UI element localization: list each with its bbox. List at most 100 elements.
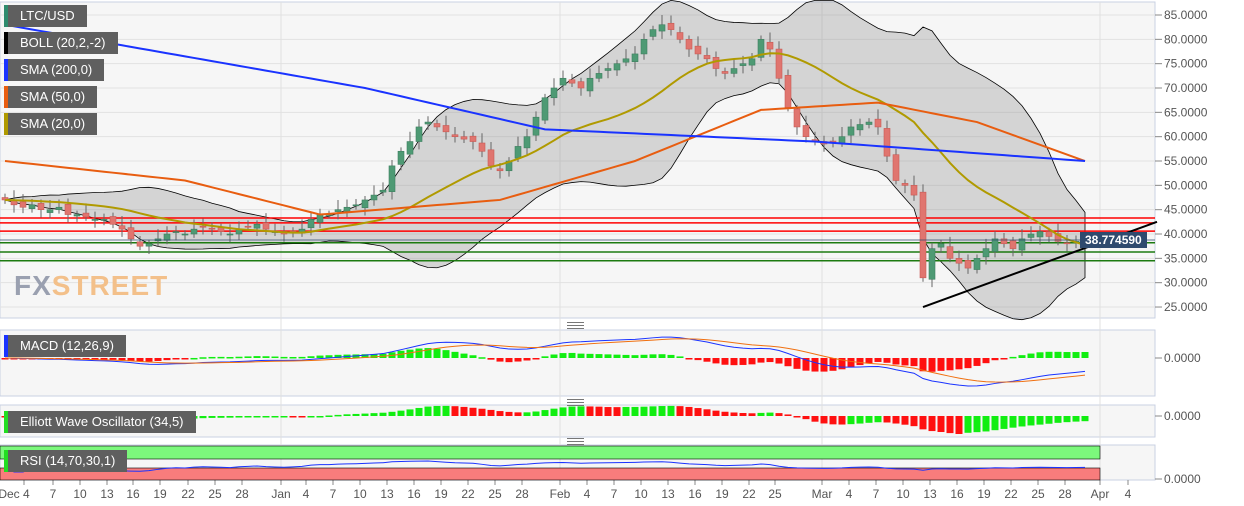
x-tick-label: Mar [812, 487, 833, 501]
candle-up [991, 238, 999, 252]
candle-down [667, 22, 675, 30]
legend-ewo[interactable]: Elliott Wave Oscillator (34,5) [4, 411, 196, 433]
macd-histogram-bar [559, 353, 567, 358]
macd-histogram-bar [802, 358, 810, 371]
candle-down [1063, 242, 1071, 245]
sma20-line [4, 52, 1086, 246]
macd-histogram-bar [838, 358, 846, 370]
candle-up [163, 233, 171, 241]
candle-up [91, 219, 99, 221]
candle-down [802, 125, 810, 137]
ewo-histogram-bar [874, 416, 882, 423]
ewo-histogram-bar [244, 416, 252, 418]
y-tick-label: 60.0000 [1164, 130, 1208, 144]
candle-up [73, 214, 81, 217]
candle-up [550, 87, 558, 99]
legend-macd[interactable]: MACD (12,26,9) [4, 335, 126, 357]
x-tick-label: 25 [768, 487, 782, 501]
macd-histogram-bar [631, 355, 639, 358]
macd-histogram-bar [325, 355, 333, 358]
macd-histogram-bar [1009, 356, 1017, 359]
macd-histogram-bar [1000, 358, 1008, 360]
ewo-histogram-bar [622, 406, 630, 416]
candle-down [1045, 231, 1053, 237]
ewo-histogram-bar [208, 416, 216, 418]
ewo-histogram-bar [289, 416, 297, 418]
legend-ltc-usd[interactable]: LTC/USD [4, 5, 87, 27]
x-tick-label: 19 [153, 487, 167, 501]
macd-histogram-bar [145, 358, 153, 362]
ewo-histogram-bar [217, 416, 225, 418]
candle-down [703, 55, 711, 60]
candle-down [874, 118, 882, 128]
ewo-histogram-bar [1063, 416, 1071, 423]
macd-histogram-bar [991, 358, 999, 361]
fxstreet-logo: FXSTREET [14, 270, 169, 301]
candle-up [847, 126, 855, 136]
x-tick-label: 28 [515, 487, 529, 501]
macd-histogram-bar [919, 358, 927, 372]
macd-histogram-bar [1081, 352, 1089, 358]
ewo-histogram-bar [253, 416, 261, 418]
resize-handle-macd[interactable] [567, 322, 584, 329]
macd-histogram-bar [109, 358, 117, 360]
ewo-histogram-bar [730, 412, 738, 416]
ewo-histogram-bar [307, 416, 315, 418]
macd-histogram-bar [190, 357, 198, 360]
candle-down [208, 227, 216, 230]
macd-histogram-bar [568, 352, 576, 358]
candle-down [136, 241, 144, 247]
candle-up [514, 146, 522, 159]
candle-up [190, 228, 198, 235]
candle-down [460, 136, 468, 140]
x-tick-label: 16 [688, 487, 702, 501]
macd-histogram-bar [883, 358, 891, 363]
ewo-histogram-bar [685, 406, 693, 416]
x-tick-label: 4 [584, 487, 591, 501]
macd-histogram-bar [775, 358, 783, 364]
last-price-tag: 38.774590 [1080, 232, 1147, 248]
ewo-histogram-bar [748, 413, 756, 416]
candle-down [451, 134, 459, 137]
macd-histogram-bar [298, 356, 306, 359]
macd-histogram-bar [442, 350, 450, 358]
candle-up [1027, 233, 1035, 238]
x-tick-label: 10 [896, 487, 910, 501]
candle-down [469, 135, 477, 142]
candle-down [496, 168, 504, 172]
candle-down [244, 225, 252, 228]
ewo-histogram-bar [703, 409, 711, 416]
x-tick-label: 7 [330, 487, 337, 501]
x-tick-label: 13 [380, 487, 394, 501]
ewo-histogram-bar [568, 406, 576, 416]
ewo-histogram-bar [226, 416, 234, 418]
macd-histogram-bar [586, 353, 594, 358]
candle-up [523, 136, 531, 149]
candle-up [334, 209, 342, 212]
x-tick-label: Feb [550, 487, 571, 501]
legend-rsi[interactable]: RSI (14,70,30,1) [4, 450, 128, 472]
y-tick-label: 40.0000 [1164, 227, 1208, 241]
legend-sma200[interactable]: SMA (200,0) [4, 59, 105, 81]
x-tick-label: 25 [1031, 487, 1045, 501]
macd-histogram-bar [172, 358, 180, 360]
candle-down [964, 259, 972, 269]
x-tick-label: 25 [208, 487, 222, 501]
ewo-histogram-bar [775, 413, 783, 416]
x-tick-label: 16 [126, 487, 140, 501]
resize-handle-rsi[interactable] [567, 438, 584, 445]
macd-histogram-bar [280, 356, 288, 359]
macd-histogram-bar [1, 358, 9, 360]
ewo-histogram-bar [325, 415, 333, 417]
candle-down [766, 41, 774, 50]
legend-boll[interactable]: BOLL (20,2,-2) [4, 32, 118, 54]
legend-sma50[interactable]: SMA (50,0) [4, 86, 98, 108]
legend-sma20[interactable]: SMA (20,0) [4, 113, 98, 135]
macd-histogram-bar [757, 358, 765, 363]
ewo-histogram-bar [559, 407, 567, 416]
ewo-histogram-bar [379, 412, 387, 416]
candle-up [658, 24, 666, 32]
macd-histogram-bar [451, 351, 459, 358]
resize-handle-ewo[interactable] [567, 399, 584, 406]
